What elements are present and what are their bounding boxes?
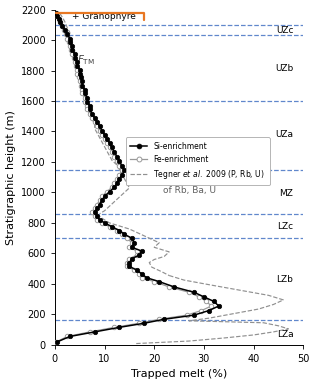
Text: UZa: UZa [275,130,293,139]
X-axis label: Trapped melt (%): Trapped melt (%) [131,370,227,380]
Text: LZa: LZa [277,330,293,339]
Text: + Granophyre: + Granophyre [72,12,136,22]
Text: LZb: LZb [277,275,293,284]
Text: MZ: MZ [279,189,293,199]
Text: LZc: LZc [277,222,293,231]
Text: $F_\mathrm{TM}$: $F_\mathrm{TM}$ [77,53,95,67]
Y-axis label: Stratigraphic height (m): Stratigraphic height (m) [6,110,15,244]
Text: Averages
of Rb, Ba, U: Averages of Rb, Ba, U [163,174,215,195]
Text: UZb: UZb [275,65,293,74]
Text: UZc: UZc [276,26,293,35]
Legend: Si-enrichment, Fe-enrichment, Tegner $et\ al.$ 2009 (P, Rb, U): Si-enrichment, Fe-enrichment, Tegner $et… [126,137,270,185]
